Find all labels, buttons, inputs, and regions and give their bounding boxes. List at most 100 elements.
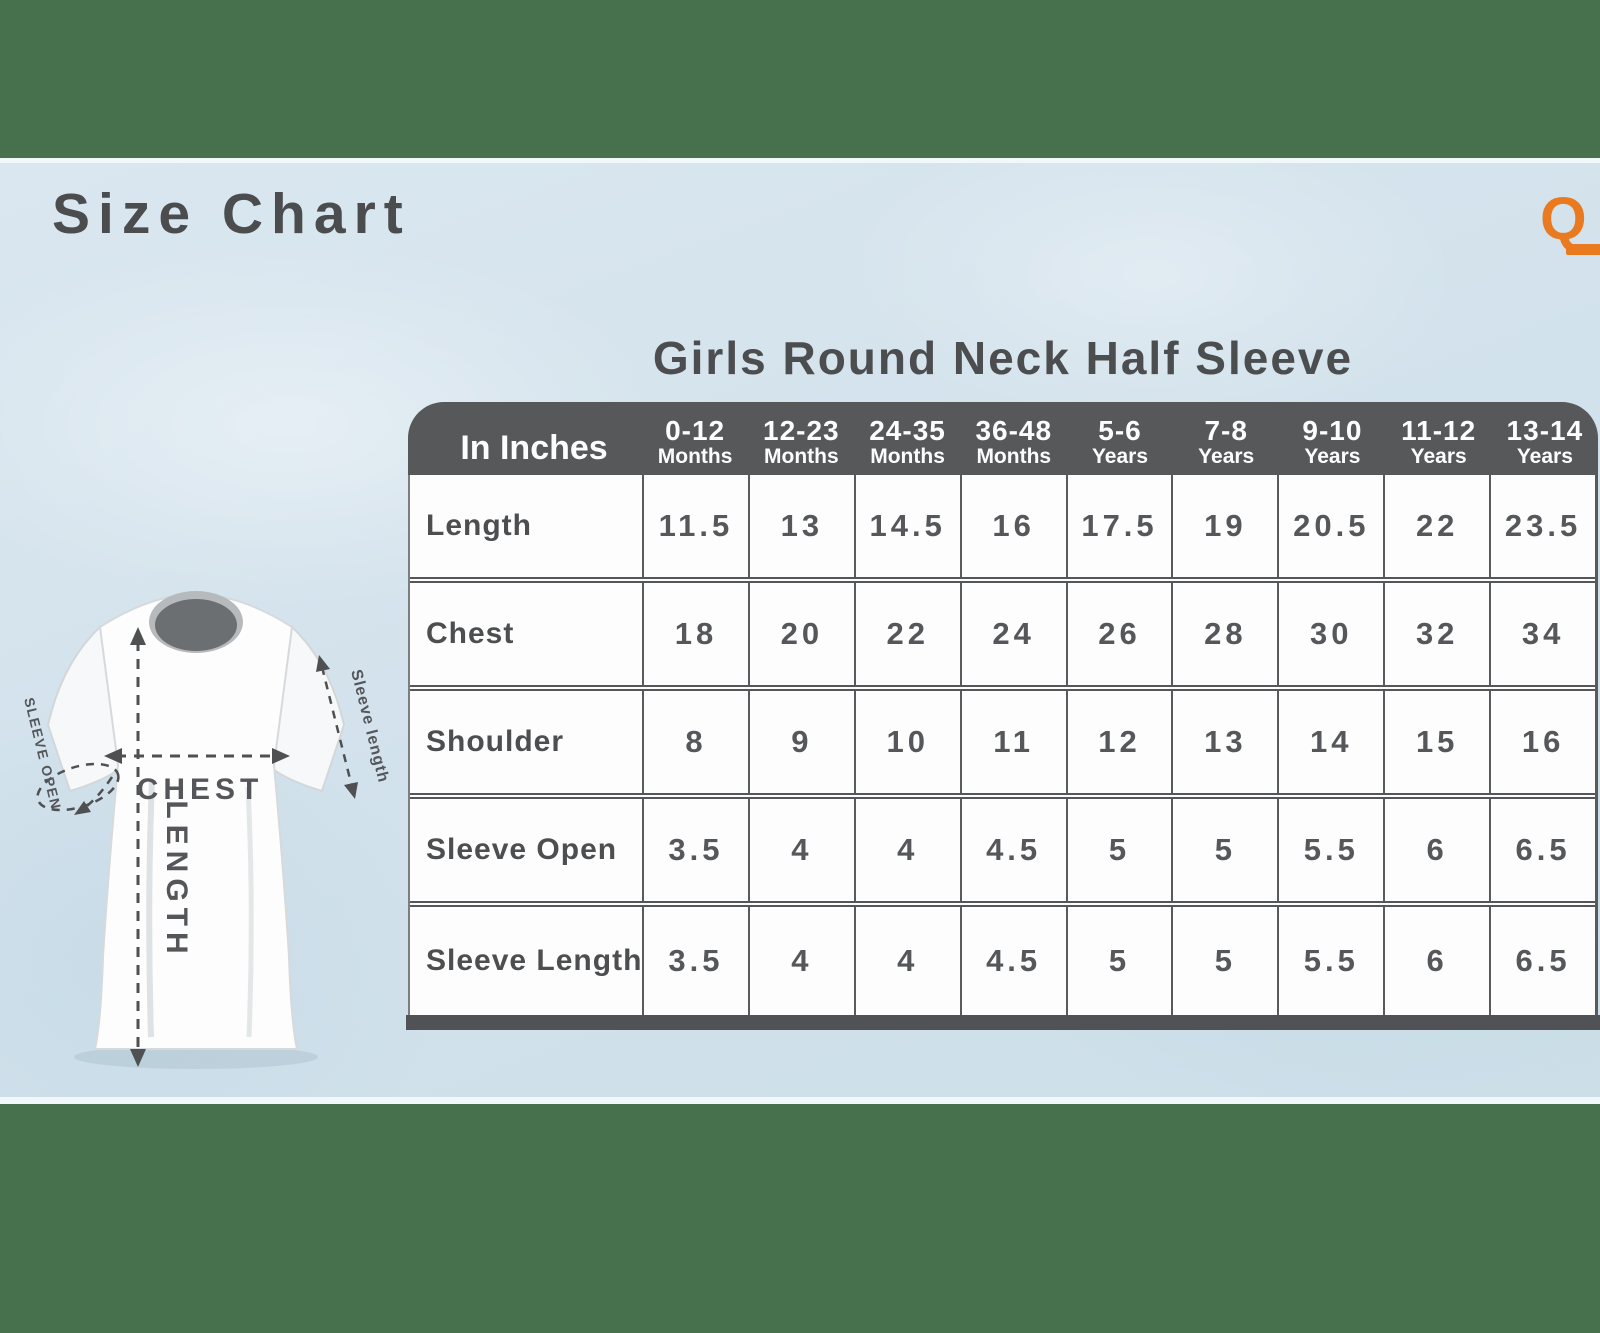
size-table: In Inches 0-12 Months 12-23 Months 24-35 Mont…	[406, 402, 1600, 1030]
column-range: 5-6	[1098, 415, 1142, 447]
column-header-24-35: 24-35 Months	[854, 416, 960, 468]
size-value-cell: 22	[853, 583, 960, 685]
column-unit: Years	[1091, 444, 1149, 468]
sleeve-open-arrow-line	[79, 776, 114, 813]
tshirt-measurement-diagram: LENGTH CHEST Sleeve length SLEEVE OPEN	[0, 575, 400, 1085]
column-header-9-10: 9-10 Years	[1279, 416, 1385, 468]
sleeve-length-arrow-bottom	[344, 782, 358, 799]
size-value-cell: 34	[1489, 583, 1595, 685]
size-value-cell: 16	[959, 475, 1066, 577]
size-value-cell: 12	[1065, 691, 1172, 793]
column-range: 12-23	[763, 415, 840, 447]
table-row: Chest 18 20 22 24 26 28 30 32 34	[410, 583, 1595, 691]
size-value-cell: 4.5	[959, 907, 1066, 1015]
table-row: Shoulder 8 9 10 11 12 13 14 15 16	[410, 691, 1595, 799]
column-range: 36-48	[975, 415, 1053, 447]
chest-arrow-right	[272, 748, 290, 764]
size-value-cell: 18	[642, 583, 748, 685]
size-value-cell: 15	[1383, 691, 1489, 793]
table-body: Length 11.5 13 14.5 16 17.5 19 20.5 22 23.5 Chest 1…	[408, 475, 1598, 1015]
brand-logo: Q	[1540, 189, 1600, 289]
chest-arrow-left	[104, 748, 122, 764]
size-value-cell: 13	[747, 475, 854, 577]
size-value-cell: 16	[1489, 691, 1595, 793]
size-value-cell: 14	[1277, 691, 1383, 793]
size-value-cell: 5	[1065, 799, 1172, 901]
column-header-5-6: 5-6 Years	[1067, 416, 1173, 468]
size-value-cell: 4	[853, 799, 960, 901]
column-header-0-12: 0-12 Months	[642, 416, 748, 468]
size-value-cell: 5	[1065, 907, 1172, 1015]
size-value-cell: 4.5	[959, 799, 1066, 901]
tshirt-fold-left	[146, 779, 155, 1038]
bottom-white-divider	[0, 1097, 1600, 1104]
size-value-cell: 13	[1171, 691, 1277, 793]
tshirt-illustration: LENGTH CHEST Sleeve length SLEEVE OPEN	[21, 591, 392, 1069]
column-header-7-8: 7-8 Years	[1173, 416, 1279, 468]
column-unit: Years	[1410, 444, 1467, 468]
size-value-cell: 24	[959, 583, 1066, 685]
tshirt-torso	[93, 592, 299, 1050]
column-range: 13-14	[1506, 415, 1584, 447]
table-bottom-bar	[406, 1015, 1600, 1030]
sleeve-length-arrow-top	[316, 655, 330, 672]
sleeve-length-line	[320, 666, 354, 788]
row-label: Length	[426, 509, 532, 542]
size-value-cell: 17.5	[1065, 475, 1172, 577]
size-value-cell: 3.5	[642, 799, 748, 901]
table-title: Girls Round Neck Half Sleeve	[652, 332, 1354, 384]
size-value-cell: 4	[747, 799, 854, 901]
size-value-cell: 14.5	[853, 475, 960, 577]
column-range: 0-12	[665, 415, 726, 447]
column-header-12-23: 12-23 Months	[748, 416, 854, 468]
size-value-cell: 4	[747, 907, 854, 1015]
length-arrow-bottom	[130, 1049, 146, 1067]
table-row: Sleeve Length 3.5 4 4 4.5 5 5 5.5 6 6.5	[410, 907, 1595, 1015]
column-unit: Months	[657, 444, 733, 468]
sleeve-open-arrowhead	[74, 801, 91, 815]
size-value-cell: 26	[1065, 583, 1172, 685]
unit-header-cell: In Inches	[460, 429, 608, 467]
column-unit: Months	[764, 444, 839, 468]
size-value-cell: 5.5	[1277, 907, 1383, 1015]
size-value-cell: 6.5	[1489, 907, 1595, 1015]
chest-label: CHEST	[137, 773, 264, 806]
top-white-divider	[0, 158, 1600, 163]
column-range: 9-10	[1302, 415, 1363, 447]
column-unit: Years	[1304, 444, 1361, 468]
brand-logo-letter: Q	[1540, 185, 1587, 252]
brand-logo-bar	[1566, 244, 1600, 255]
size-value-cell: 8	[642, 691, 748, 793]
table-header-row: In Inches 0-12 Months 12-23 Months 24-35 Mont…	[408, 402, 1598, 475]
size-value-cell: 28	[1171, 583, 1277, 685]
size-value-cell: 9	[747, 691, 854, 793]
content-area: Size Chart Q Girls Round Neck Half Sleev…	[0, 163, 1600, 1097]
tshirt-collar	[155, 599, 237, 651]
size-value-cell: 19	[1171, 475, 1277, 577]
column-header-11-12: 11-12 Years	[1386, 416, 1492, 468]
size-value-cell: 5	[1171, 907, 1277, 1015]
column-unit: Months	[976, 444, 1052, 468]
tshirt-right-sleeve	[268, 624, 346, 793]
row-label: Chest	[426, 617, 515, 650]
length-label: LENGTH	[160, 800, 193, 959]
tshirt-fold-right	[245, 786, 254, 1038]
table-row: Length 11.5 13 14.5 16 17.5 19 20.5 22 23.5	[410, 475, 1595, 583]
column-unit: Years	[1516, 444, 1573, 468]
size-value-cell: 6.5	[1489, 799, 1595, 901]
size-value-cell: 30	[1277, 583, 1383, 685]
size-value-cell: 11.5	[642, 475, 748, 577]
column-range: 11-12	[1401, 415, 1477, 447]
sleeve-length-label: Sleeve length	[347, 668, 392, 785]
size-value-cell: 5.5	[1277, 799, 1383, 901]
row-label: Sleeve Length	[426, 944, 643, 977]
size-value-cell: 11	[959, 691, 1066, 793]
row-label: Sleeve Open	[426, 833, 618, 866]
size-value-cell: 4	[853, 907, 960, 1015]
size-value-cell: 3.5	[642, 907, 748, 1015]
size-value-cell: 20	[747, 583, 854, 685]
size-value-cell: 5	[1171, 799, 1277, 901]
size-value-cell: 6	[1383, 799, 1489, 901]
column-header-13-14: 13-14 Years	[1492, 416, 1598, 468]
